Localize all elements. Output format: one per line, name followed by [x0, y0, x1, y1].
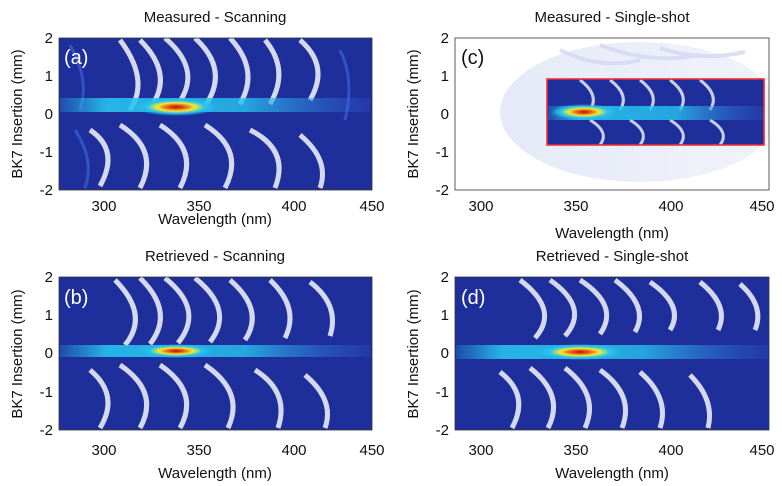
panel-b-xtick-350: 350: [186, 442, 211, 459]
panel-b: (b) Retrieved - Scanning Wavelength (nm)…: [9, 248, 385, 482]
panel-c-ytick-0: 0: [441, 106, 449, 123]
panel-c-xtick-300: 300: [468, 198, 493, 215]
panel-c-xtick-350: 350: [563, 198, 588, 215]
panel-a-ylabel: BK7 Insertion (mm): [9, 49, 26, 178]
panel-c-ytick-1: 1: [441, 68, 449, 85]
panel-d-ytick-0: 0: [441, 345, 449, 362]
panel-a-yticks: 2 1 0 -1 -2: [40, 30, 53, 199]
panel-a-xlabel: Wavelength (nm): [158, 211, 272, 228]
panel-a-title: Measured - Scanning: [144, 9, 287, 26]
panel-a-label: (a): [64, 47, 88, 69]
panel-a-ytick-1: 1: [45, 68, 53, 85]
panel-a-ytick-m2: -2: [40, 182, 53, 199]
panel-b-xlabel: Wavelength (nm): [158, 465, 272, 482]
panel-c-highlight-box: [546, 78, 765, 146]
heatmap-c: [455, 38, 769, 190]
panel-a-xticks: 300 350 400 450: [91, 198, 384, 215]
panel-c-label: (c): [461, 47, 484, 69]
panel-d-xtick-450: 450: [749, 442, 774, 459]
panel-b-ylabel: BK7 Insertion (mm): [9, 289, 26, 418]
panel-b-ytick-1: 1: [45, 307, 53, 324]
panel-c-ytick-m1: -1: [436, 144, 449, 161]
panel-d-xlabel: Wavelength (nm): [555, 465, 669, 482]
panel-a-xtick-450: 450: [359, 198, 384, 215]
panel-d: (d) Retrieved - Single-shot Wavelength (…: [405, 248, 775, 482]
heatmap-d: [455, 277, 769, 430]
panel-b-label: (b): [64, 287, 88, 309]
panel-c-xtick-450: 450: [749, 198, 774, 215]
panel-b-ytick-m2: -2: [40, 422, 53, 439]
panel-c-yticks: 2 1 0 -1 -2: [436, 30, 449, 199]
panel-b-ytick-2: 2: [45, 269, 53, 286]
panel-a: (a) Measured - Scanning Wavelength (nm) …: [9, 9, 385, 228]
panel-c-ytick-2: 2: [441, 30, 449, 47]
panel-a-xtick-350: 350: [186, 198, 211, 215]
panel-a-ytick-2: 2: [45, 30, 53, 47]
panel-b-title: Retrieved - Scanning: [145, 248, 285, 265]
panel-c-xtick-400: 400: [658, 198, 683, 215]
heatmap-b: [59, 277, 372, 430]
panel-c-title: Measured - Single-shot: [534, 9, 690, 26]
panel-a-xtick-300: 300: [91, 198, 116, 215]
panel-c-ytick-m2: -2: [436, 182, 449, 199]
panel-d-ytick-m1: -1: [436, 384, 449, 401]
panel-d-ytick-2: 2: [441, 269, 449, 286]
panel-a-xtick-400: 400: [281, 198, 306, 215]
heatmap-a: [59, 38, 372, 190]
panel-d-title: Retrieved - Single-shot: [536, 248, 689, 265]
panel-d-xtick-400: 400: [658, 442, 683, 459]
panel-b-xtick-400: 400: [281, 442, 306, 459]
panel-d-ytick-1: 1: [441, 307, 449, 324]
panel-b-xtick-300: 300: [91, 442, 116, 459]
panel-b-ytick-0: 0: [45, 345, 53, 362]
panel-d-ylabel: BK7 Insertion (mm): [405, 289, 422, 418]
panel-b-ytick-m1: -1: [40, 384, 53, 401]
panel-d-xticks: 300 350 400 450: [468, 442, 774, 459]
panel-d-label: (d): [461, 287, 485, 309]
panel-c-xlabel: Wavelength (nm): [555, 225, 669, 242]
panel-c: (c) Measured - Single-shot Wavelength (n…: [405, 9, 775, 242]
panel-a-ytick-0: 0: [45, 106, 53, 123]
panel-d-xtick-350: 350: [563, 442, 588, 459]
panel-d-xtick-300: 300: [468, 442, 493, 459]
panel-b-xticks: 300 350 400 450: [91, 442, 384, 459]
panel-a-ytick-m1: -1: [40, 144, 53, 161]
panel-b-yticks: 2 1 0 -1 -2: [40, 269, 53, 439]
panel-c-ylabel: BK7 Insertion (mm): [405, 49, 422, 178]
panel-d-yticks: 2 1 0 -1 -2: [436, 269, 449, 439]
panel-c-xticks: 300 350 400 450: [468, 198, 774, 215]
panel-b-xtick-450: 450: [359, 442, 384, 459]
panel-d-ytick-m2: -2: [436, 422, 449, 439]
